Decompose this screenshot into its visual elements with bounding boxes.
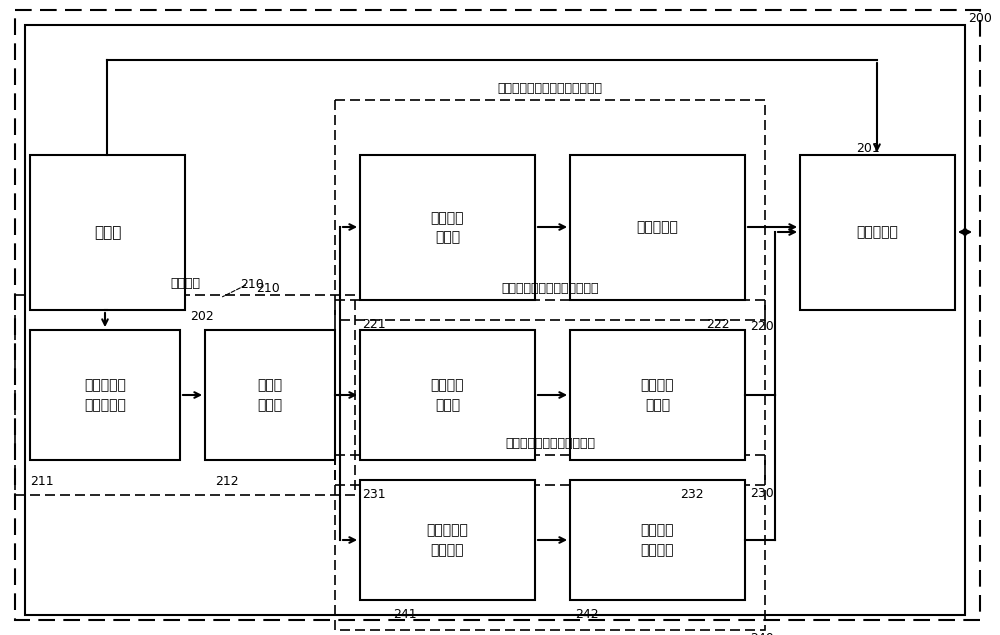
Text: 存储部: 存储部 xyxy=(94,225,121,240)
Text: 232: 232 xyxy=(680,488,704,501)
Text: 峰二维检测
数据提取部: 峰二维检测 数据提取部 xyxy=(84,378,126,411)
Text: 240: 240 xyxy=(750,632,774,635)
Text: 摇摆曲线轮廓制作用数据处理部: 摇摆曲线轮廓制作用数据处理部 xyxy=(498,82,602,95)
Text: 210: 210 xyxy=(256,282,280,295)
Bar xyxy=(360,330,535,460)
Bar xyxy=(30,330,180,460)
Bar xyxy=(30,155,185,310)
Text: 231: 231 xyxy=(362,488,386,501)
Text: 202: 202 xyxy=(190,310,214,323)
Text: 201: 201 xyxy=(856,142,880,155)
Text: 峰位置偏置
量计算部: 峰位置偏置 量计算部 xyxy=(427,523,468,557)
Text: 212: 212 xyxy=(215,475,239,488)
Bar xyxy=(570,155,745,300)
Text: 输入输出部: 输入输出部 xyxy=(857,225,898,239)
Bar xyxy=(570,330,745,460)
Bar xyxy=(15,295,355,495)
Text: 241: 241 xyxy=(393,608,417,621)
Text: 峰移位量
计算部: 峰移位量 计算部 xyxy=(431,378,464,411)
Bar xyxy=(570,480,745,600)
Text: 221: 221 xyxy=(362,318,386,331)
Text: 210: 210 xyxy=(240,278,264,291)
Text: 高度偏移
量计算部: 高度偏移 量计算部 xyxy=(641,523,674,557)
Text: 试样高度调整用数据处理部: 试样高度调整用数据处理部 xyxy=(505,437,595,450)
Text: 峰位置
确定部: 峰位置 确定部 xyxy=(257,378,283,411)
Bar xyxy=(335,100,765,320)
Bar xyxy=(360,480,535,600)
Bar xyxy=(360,155,535,300)
Text: 200: 200 xyxy=(968,12,992,25)
Text: 222: 222 xyxy=(706,318,730,331)
Bar xyxy=(205,330,335,460)
Text: 预处理部: 预处理部 xyxy=(170,277,200,290)
Text: 轮廓生成部: 轮廓生成部 xyxy=(637,220,678,234)
Text: 试样的翘曲评价用数据处理部: 试样的翘曲评价用数据处理部 xyxy=(501,282,599,295)
Text: 242: 242 xyxy=(575,608,599,621)
Text: 230: 230 xyxy=(750,487,774,500)
Bar xyxy=(800,155,955,310)
Text: 211: 211 xyxy=(30,475,54,488)
Bar xyxy=(335,455,765,630)
Text: 对象区域
设定部: 对象区域 设定部 xyxy=(431,211,464,244)
Bar xyxy=(335,300,765,485)
Text: 曲率半径
计算部: 曲率半径 计算部 xyxy=(641,378,674,411)
Text: 220: 220 xyxy=(750,320,774,333)
